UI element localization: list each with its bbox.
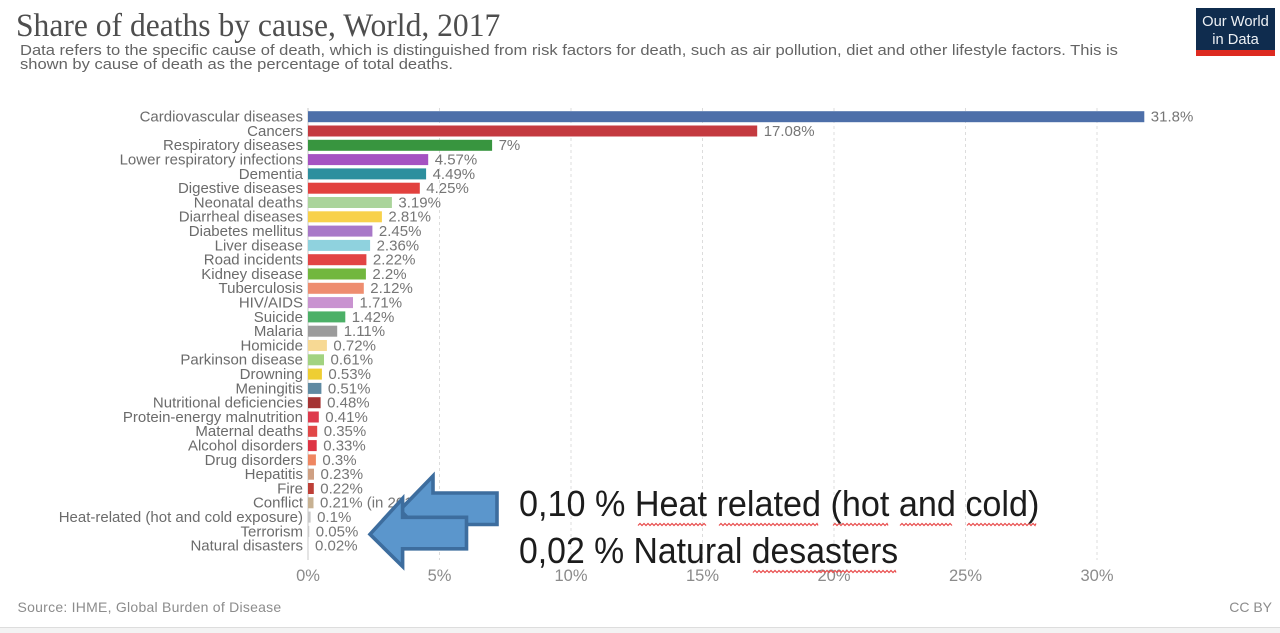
svg-text:Cancers: Cancers xyxy=(247,123,303,140)
svg-text:0.33%: 0.33% xyxy=(323,438,366,455)
svg-text:4.57%: 4.57% xyxy=(435,152,478,169)
svg-text:Suicide: Suicide xyxy=(254,309,303,326)
svg-text:25%: 25% xyxy=(949,567,982,585)
svg-text:4.49%: 4.49% xyxy=(433,166,476,183)
svg-text:5%: 5% xyxy=(428,567,452,585)
svg-text:Parkinson disease: Parkinson disease xyxy=(180,352,303,369)
svg-text:Diarrheal diseases: Diarrheal diseases xyxy=(179,209,303,226)
svg-text:Homicide: Homicide xyxy=(240,337,303,354)
svg-text:0.53%: 0.53% xyxy=(328,366,371,383)
svg-text:0.23%: 0.23% xyxy=(321,466,364,483)
svg-text:0.51%: 0.51% xyxy=(328,380,371,397)
svg-text:Fire: Fire xyxy=(277,480,303,497)
svg-text:Natural disasters: Natural disasters xyxy=(190,538,303,555)
svg-text:Liver disease: Liver disease xyxy=(215,237,303,254)
svg-text:0.72%: 0.72% xyxy=(333,337,376,354)
svg-text:Kidney disease: Kidney disease xyxy=(201,266,303,283)
svg-text:0.61%: 0.61% xyxy=(331,352,374,369)
svg-text:0.35%: 0.35% xyxy=(324,423,367,440)
svg-text:Maternal deaths: Maternal deaths xyxy=(195,423,303,440)
svg-text:Nutritional deficiencies: Nutritional deficiencies xyxy=(153,395,303,412)
svg-text:2.12%: 2.12% xyxy=(370,280,413,297)
svg-text:Drowning: Drowning xyxy=(240,366,303,383)
svg-text:2.81%: 2.81% xyxy=(388,209,431,226)
svg-text:Cardiovascular diseases: Cardiovascular diseases xyxy=(140,109,303,126)
svg-text:15%: 15% xyxy=(686,567,719,585)
svg-text:Neonatal deaths: Neonatal deaths xyxy=(194,194,303,211)
svg-text:Protein-energy malnutrition: Protein-energy malnutrition xyxy=(123,409,303,426)
svg-text:31.8%: 31.8% xyxy=(1151,109,1194,126)
svg-text:Hepatitis: Hepatitis xyxy=(245,466,303,483)
svg-text:Respiratory diseases: Respiratory diseases xyxy=(163,137,303,154)
svg-text:0.1%: 0.1% xyxy=(317,509,351,526)
svg-text:0%: 0% xyxy=(296,567,320,585)
svg-text:4.25%: 4.25% xyxy=(426,180,469,197)
svg-text:1.71%: 1.71% xyxy=(360,295,403,312)
svg-text:1.11%: 1.11% xyxy=(344,323,385,340)
svg-text:Terrorism: Terrorism xyxy=(241,523,304,540)
svg-text:Road incidents: Road incidents xyxy=(204,252,303,269)
svg-text:1.42%: 1.42% xyxy=(352,309,395,326)
svg-text:Malaria: Malaria xyxy=(254,323,304,340)
svg-text:0.41%: 0.41% xyxy=(325,409,368,426)
svg-text:Digestive diseases: Digestive diseases xyxy=(178,180,303,197)
svg-text:17.08%: 17.08% xyxy=(764,123,815,140)
svg-text:Meningitis: Meningitis xyxy=(235,380,303,397)
svg-text:0.3%: 0.3% xyxy=(322,452,356,469)
svg-text:Alcohol disorders: Alcohol disorders xyxy=(188,438,303,455)
svg-text:10%: 10% xyxy=(554,567,587,585)
svg-text:2.36%: 2.36% xyxy=(377,237,420,254)
svg-text:30%: 30% xyxy=(1080,567,1113,585)
svg-text:Lower respiratory infections: Lower respiratory infections xyxy=(120,152,303,169)
svg-text:0.48%: 0.48% xyxy=(327,395,370,412)
svg-text:3.19%: 3.19% xyxy=(398,194,441,211)
svg-text:Diabetes mellitus: Diabetes mellitus xyxy=(189,223,303,240)
svg-text:2.2%: 2.2% xyxy=(372,266,406,283)
svg-text:0.05%: 0.05% xyxy=(316,523,359,540)
svg-text:Tuberculosis: Tuberculosis xyxy=(219,280,303,297)
svg-text:Drug disorders: Drug disorders xyxy=(205,452,303,469)
svg-text:7%: 7% xyxy=(499,137,521,154)
svg-text:0.22%: 0.22% xyxy=(320,480,363,497)
svg-text:2.45%: 2.45% xyxy=(379,223,422,240)
svg-text:0.02%: 0.02% xyxy=(315,538,358,555)
svg-text:HIV/AIDS: HIV/AIDS xyxy=(239,295,303,312)
svg-text:Dementia: Dementia xyxy=(239,166,304,183)
svg-text:2.22%: 2.22% xyxy=(373,252,416,269)
svg-text:Conflict: Conflict xyxy=(253,495,304,512)
svg-text:Heat-related (hot and cold exp: Heat-related (hot and cold exposure) xyxy=(59,509,303,526)
